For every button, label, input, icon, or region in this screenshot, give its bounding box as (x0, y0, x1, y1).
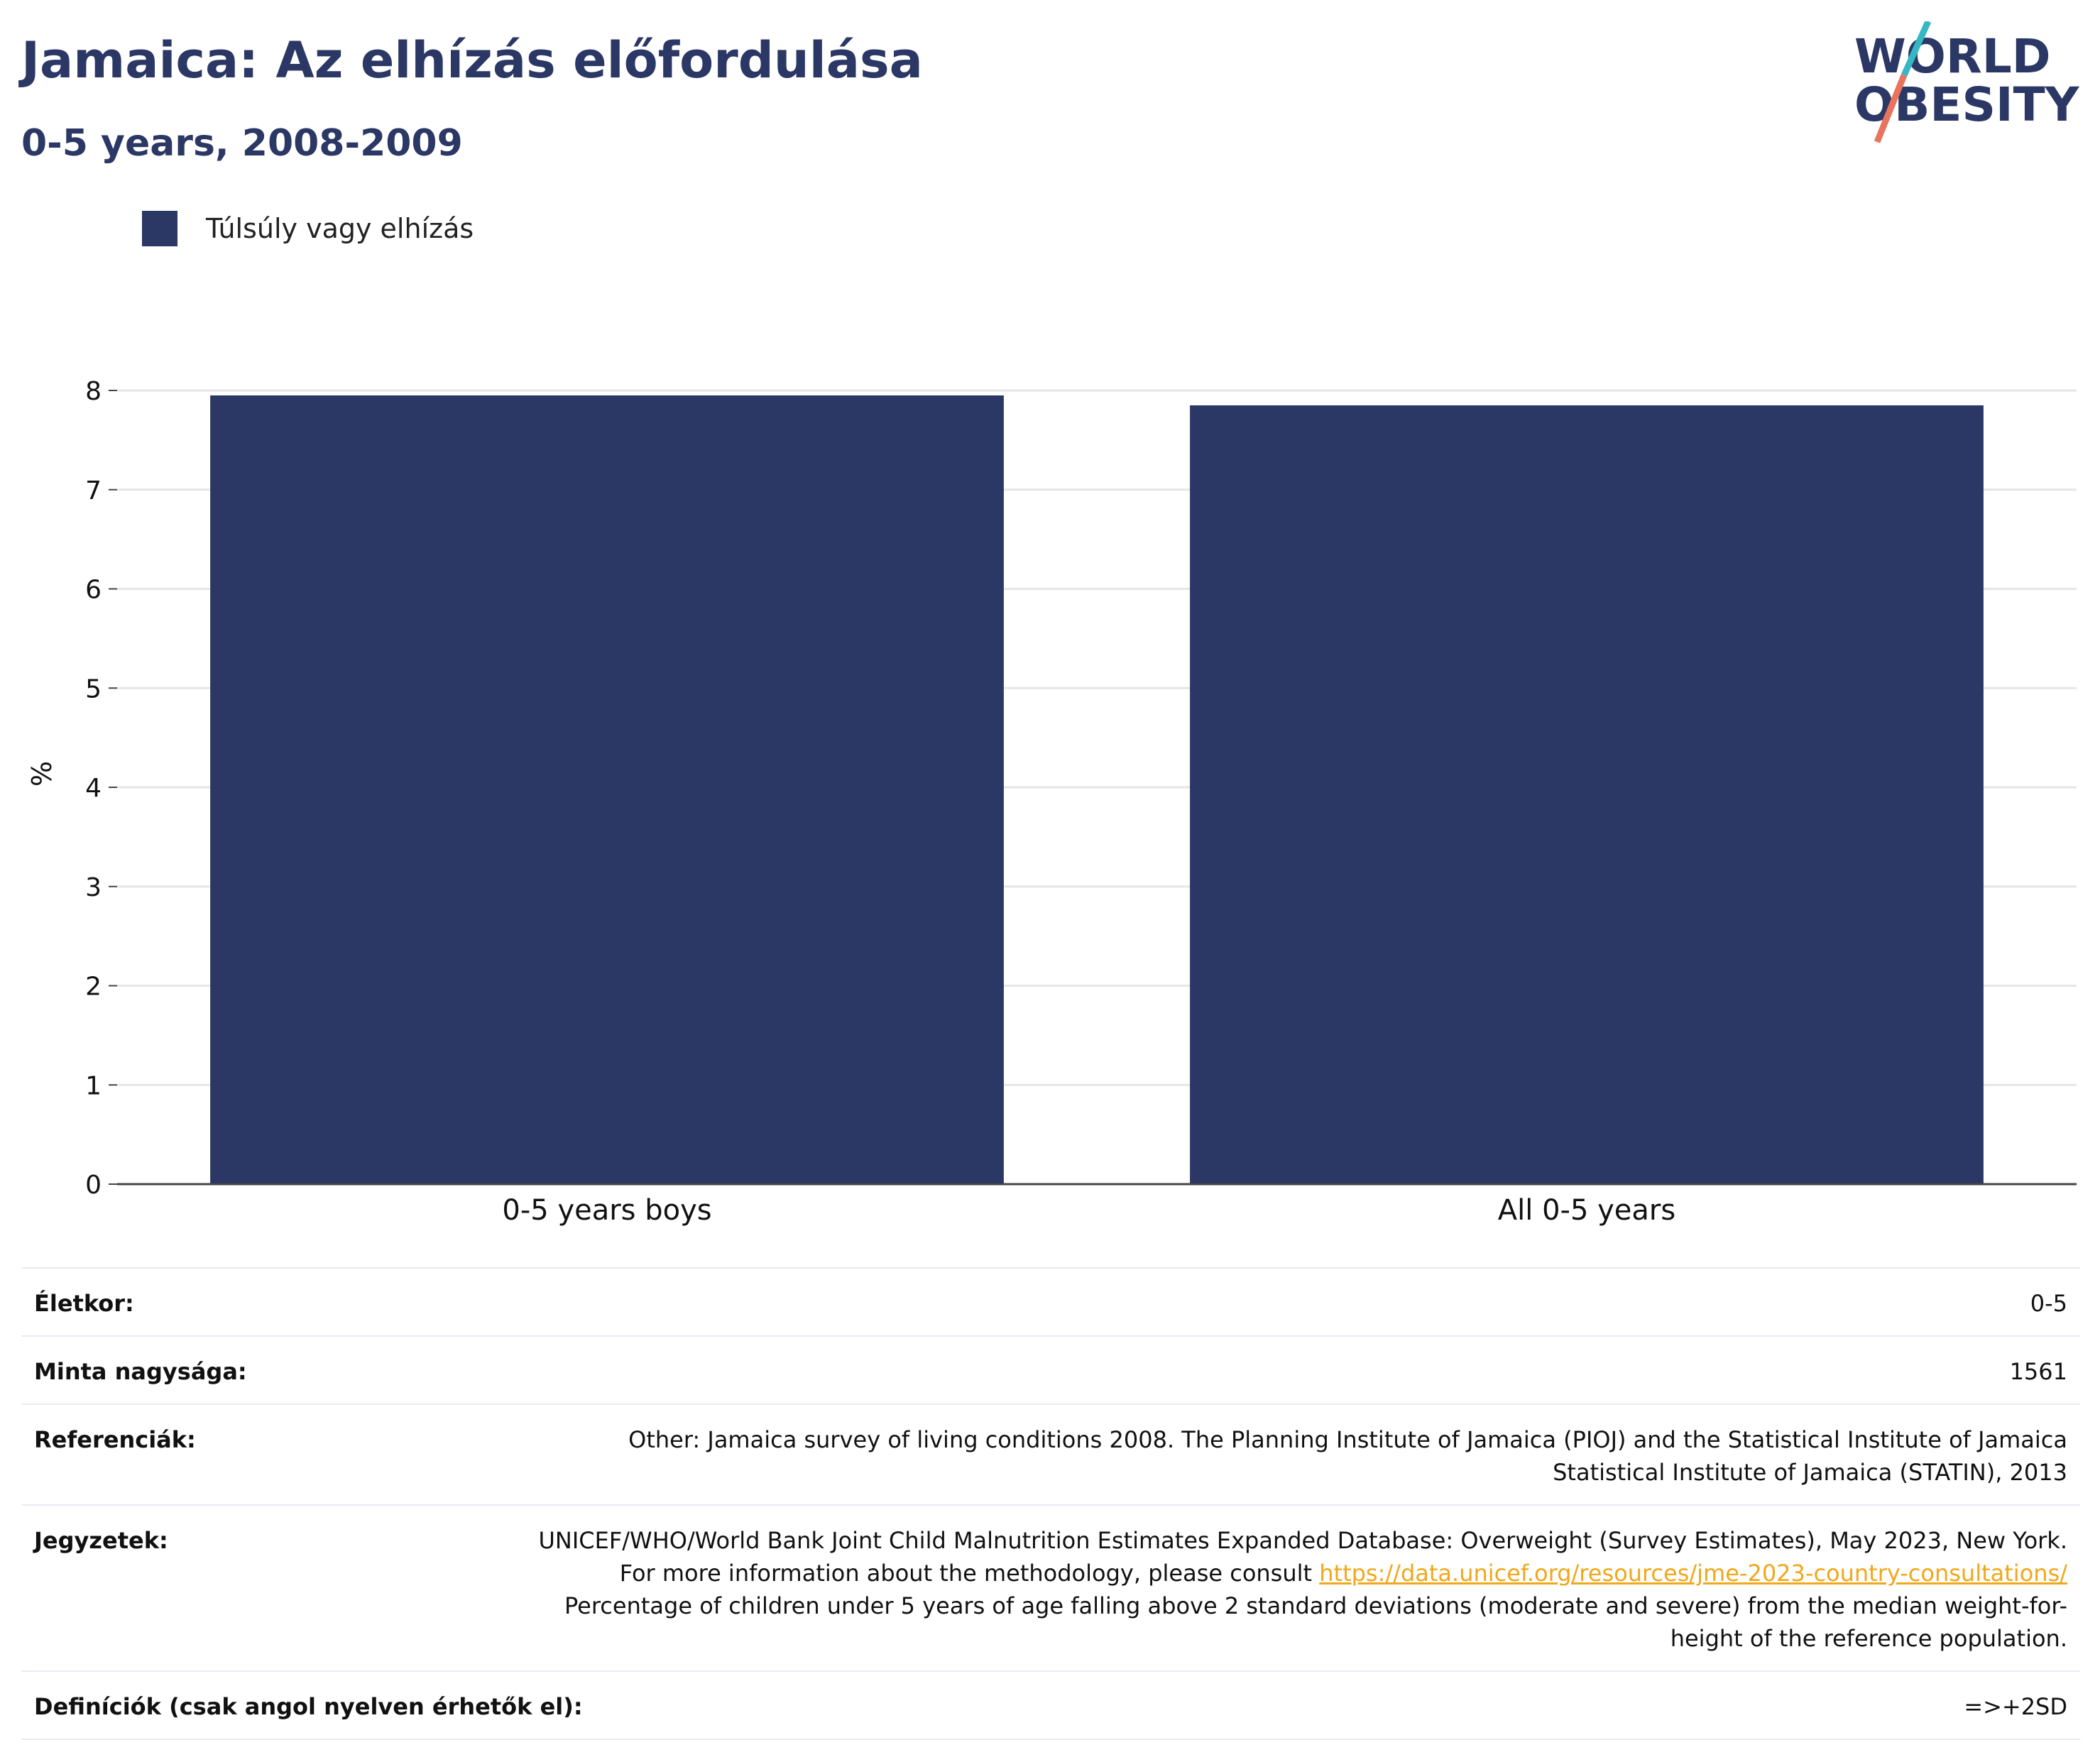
logo-line2: OBESITY (1854, 77, 2080, 132)
info-row-references: Referenciák: Other: Jamaica survey of li… (21, 1404, 2080, 1504)
axes: 0 1 2 3 4 5 6 7 8 0-5 years boys All 0-5 years (85, 377, 2077, 1227)
logo-slash-top (1901, 21, 1932, 77)
info-key: Referenciák: (34, 1426, 196, 1453)
y-tick-label: 0 (85, 1171, 102, 1200)
y-tick-label: 5 (85, 674, 102, 704)
info-value: 0-5 (2030, 1290, 2067, 1317)
y-tick-label: 6 (85, 576, 102, 605)
bar (1190, 405, 1984, 1184)
logo-line1: WORLD (1854, 29, 2051, 84)
bar (210, 395, 1004, 1184)
info-key: Definíciók (csak angol nyelven érhetők e… (34, 1693, 583, 1720)
info-table: Életkor: 0-5 Minta nagysága: 1561 Refere… (21, 1267, 2080, 1740)
info-row-age: Életkor: 0-5 (21, 1267, 2080, 1335)
notes-text-post: Percentage of children under 5 years of … (564, 1592, 2067, 1652)
y-axis-label: % (26, 761, 58, 787)
info-row-sample-size: Minta nagysága: 1561 (21, 1335, 2080, 1404)
legend-label: Túlsúly vagy elhízás (206, 213, 474, 244)
info-row-notes: Jegyzetek: UNICEF/WHO/World Bank Joint C… (21, 1504, 2080, 1670)
bar-chart: 0 1 2 3 4 5 6 7 8 0-5 years boys All 0-5 years % (26, 377, 2077, 1227)
page-subtitle: 0-5 years, 2008-2009 (21, 122, 463, 165)
info-value: UNICEF/WHO/World Bank Joint Child Malnut… (534, 1524, 2068, 1655)
info-value: 1561 (2009, 1358, 2067, 1385)
x-tick-label: 0-5 years boys (502, 1194, 711, 1227)
logo-slash-bottom (1874, 74, 1908, 143)
chart-legend: Túlsúly vagy elhízás (142, 210, 474, 247)
y-tick-label: 3 (85, 873, 102, 902)
legend-swatch (142, 211, 177, 246)
info-key: Életkor: (34, 1290, 134, 1317)
page-title: Jamaica: Az elhízás előfordulása (21, 31, 923, 89)
y-tick-label: 1 (85, 1071, 102, 1100)
info-key: Minta nagysága: (34, 1358, 247, 1385)
info-row-definitions: Definíciók (csak angol nyelven érhetők e… (21, 1670, 2080, 1740)
y-tick-label: 4 (85, 774, 102, 803)
info-key: Jegyzetek: (34, 1527, 168, 1554)
world-obesity-logo: WORLD OBESITY (1854, 21, 2080, 143)
bars (210, 395, 1984, 1184)
methodology-link[interactable]: https://data.unicef.org/resources/jme-20… (1319, 1560, 2067, 1587)
info-value: Other: Jamaica survey of living conditio… (628, 1426, 2067, 1486)
y-tick-label: 7 (85, 476, 102, 505)
x-tick-label: All 0-5 years (1498, 1194, 1675, 1227)
info-value: =>+2SD (1964, 1693, 2067, 1720)
y-tick-label: 2 (85, 973, 102, 1002)
y-tick-label: 8 (85, 377, 102, 406)
notes-text-pre: UNICEF/WHO/World Bank Joint Child Malnut… (538, 1527, 2068, 1587)
